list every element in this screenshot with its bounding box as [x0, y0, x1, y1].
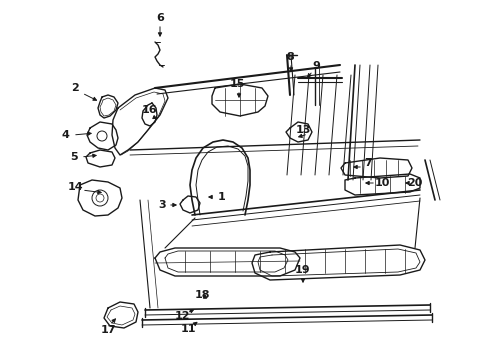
Text: 19: 19 [294, 265, 310, 275]
Text: 20: 20 [407, 178, 423, 188]
Text: 8: 8 [286, 52, 294, 62]
Text: 10: 10 [374, 178, 390, 188]
Text: 5: 5 [70, 152, 78, 162]
Text: 3: 3 [158, 200, 166, 210]
Text: 1: 1 [218, 192, 226, 202]
Text: 6: 6 [156, 13, 164, 23]
Text: 7: 7 [364, 158, 372, 168]
Text: 14: 14 [67, 182, 83, 192]
Text: 15: 15 [229, 79, 245, 89]
Text: 11: 11 [180, 324, 196, 334]
Text: 18: 18 [194, 290, 210, 300]
Text: 9: 9 [312, 61, 320, 71]
Text: 13: 13 [295, 125, 311, 135]
Text: 16: 16 [141, 105, 157, 115]
Text: 2: 2 [71, 83, 79, 93]
Text: 12: 12 [174, 311, 190, 321]
Text: 4: 4 [61, 130, 69, 140]
Text: 17: 17 [100, 325, 116, 335]
